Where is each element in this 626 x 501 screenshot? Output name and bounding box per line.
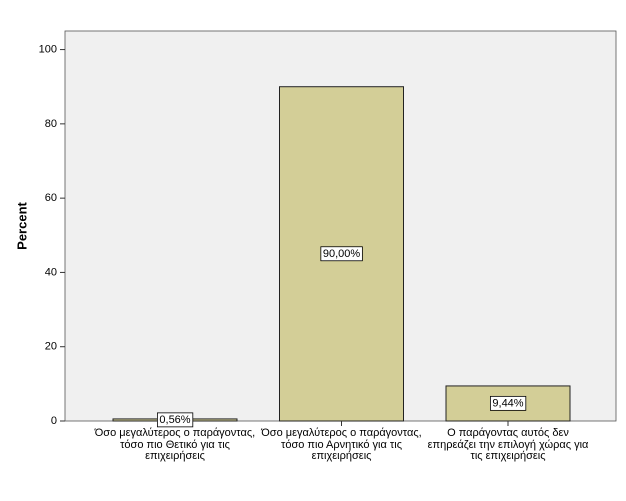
x-tick-label: Ο παράγοντας αυτός δεν επηρεάζει την επι… (427, 427, 589, 462)
x-tick-label: Όσο μεγαλύτερος ο παράγοντας, τόσο πιο Α… (261, 427, 422, 462)
y-tick-label: 80 (45, 118, 57, 130)
value-label-box (320, 246, 363, 262)
value-label-box (489, 395, 527, 411)
y-tick-label: 20 (45, 341, 57, 353)
value-label: 0,56% (159, 414, 190, 426)
value-label-box (156, 412, 194, 428)
y-axis-label: Percent (14, 201, 29, 249)
x-tick-label: Όσο μεγαλύτερος ο παράγοντας, τόσο πιο Θ… (94, 427, 256, 462)
y-tick-label: 100 (39, 43, 57, 55)
value-label: 9,44% (492, 397, 523, 409)
y-tick-label: 60 (45, 192, 57, 204)
y-tick-label: 0 (51, 415, 57, 427)
y-tick-label: 40 (45, 266, 57, 278)
value-label: 90,00% (323, 248, 361, 260)
